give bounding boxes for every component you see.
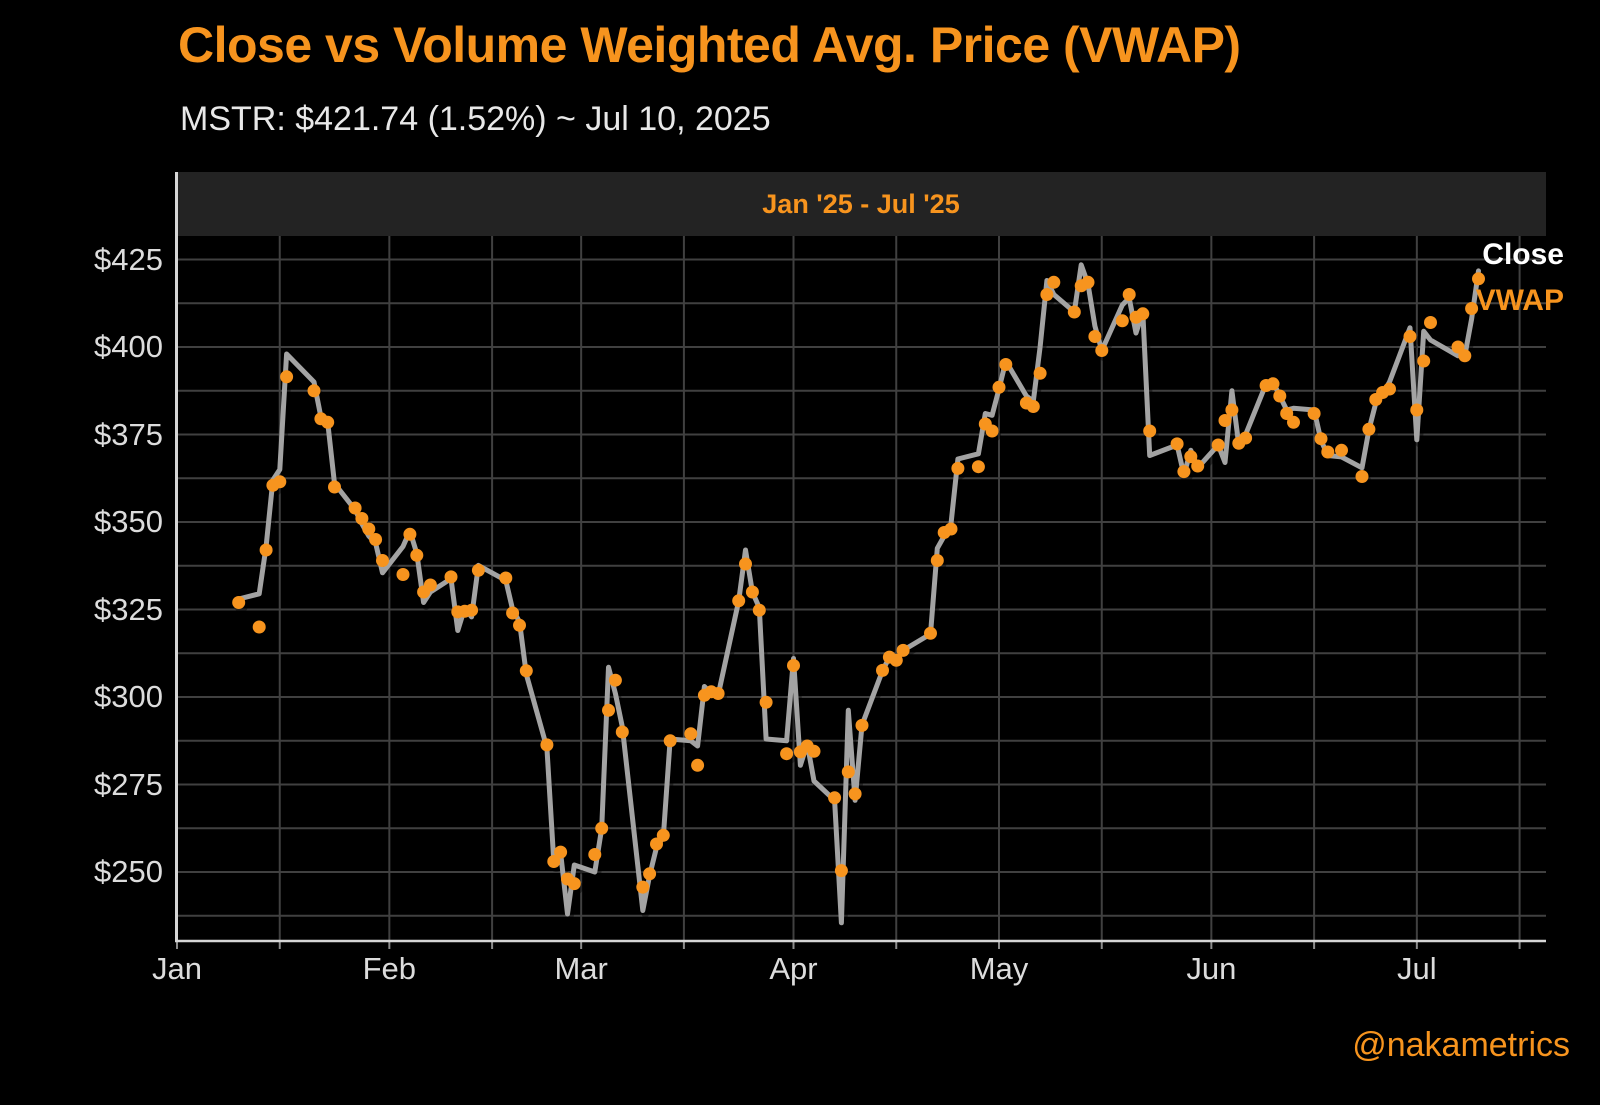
- axis-ticks: [176, 941, 1521, 949]
- x-axis-label: Mar: [554, 951, 608, 986]
- y-axis-label: $300: [94, 679, 163, 714]
- y-axis-label: $400: [94, 329, 163, 364]
- page-subtitle: MSTR: $421.74 (1.52%) ~ Jul 10, 2025: [180, 100, 771, 138]
- axis-spines: [175, 172, 1546, 943]
- vwap-dots[interactable]: [232, 272, 1485, 894]
- y-axis-label: $325: [94, 591, 163, 627]
- watermark-handle: @nakametrics: [1352, 1026, 1570, 1064]
- y-axis-label: $425: [94, 241, 163, 277]
- y-axis-label: $375: [94, 416, 163, 452]
- x-axis-label: Jan: [152, 951, 202, 986]
- y-axis-label: $250: [94, 854, 163, 889]
- gridlines: [176, 236, 1546, 941]
- page-title: Close vs Volume Weighted Avg. Price (VWA…: [178, 17, 1241, 73]
- x-axis-label: Apr: [769, 951, 818, 986]
- x-axis-label: Jun: [1186, 951, 1237, 986]
- x-axis-label: Jul: [1397, 951, 1437, 986]
- legend-item-close[interactable]: Close: [1482, 238, 1564, 271]
- date-range-label: Jan '25 - Jul '25: [762, 188, 960, 219]
- x-axis-label: May: [969, 951, 1029, 986]
- date-range-banner: Jan '25 - Jul '25: [176, 172, 1546, 236]
- x-axis-label: Feb: [362, 951, 417, 986]
- y-axis-label: $275: [94, 766, 163, 802]
- y-axis-label: $350: [94, 504, 163, 539]
- legend-item-vwap[interactable]: VWAP: [1475, 284, 1564, 317]
